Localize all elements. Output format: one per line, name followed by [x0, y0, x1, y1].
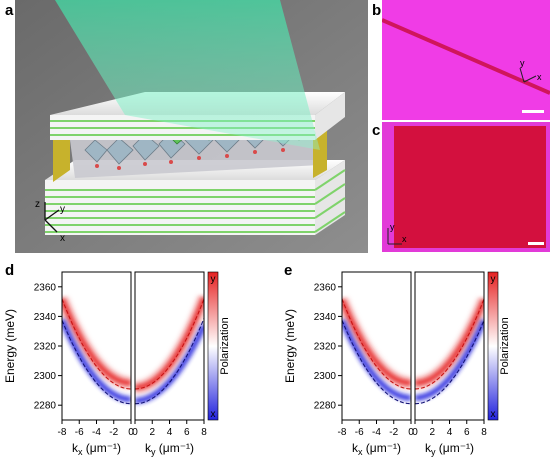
- e-colorbar-bottom-label: x: [491, 409, 496, 420]
- e-subplot-1-fit-dashed-red: [415, 298, 484, 390]
- d-subplot-1-xtick-label: 8: [201, 427, 207, 438]
- axis-label-c-x: x: [402, 234, 407, 244]
- e-subplot-0-xtick-label: -6: [355, 427, 364, 438]
- d-subplot-0-xlabel: kx (μm⁻¹): [72, 441, 121, 457]
- e-colorbar: [487, 271, 499, 421]
- d-ytick-label: 2360: [34, 282, 57, 293]
- crystal-wire: [382, 18, 550, 95]
- e-subplot-1-data: [415, 296, 484, 405]
- e-ytick-label: 2300: [314, 371, 337, 382]
- e-ytick-label: 2320: [314, 342, 337, 353]
- d-subplot-1-data: [135, 294, 204, 405]
- axis-label-c-y: y: [390, 222, 395, 232]
- d-subplot-1-y-polarized-band: [135, 296, 204, 391]
- d-subplot-0-xtick-label: -4: [92, 427, 101, 438]
- d-subplot-0-y-polarized-band: [62, 297, 131, 386]
- d-subplot-1-fit-dashed-blue: [135, 318, 204, 405]
- e-subplot-0-y-polarized-band: [342, 298, 411, 386]
- axis-label-y: y: [60, 204, 65, 215]
- e-subplot-0-x-polarized-band: [342, 318, 411, 401]
- laser-beam: [55, 0, 320, 150]
- axis-label-z: z: [35, 199, 40, 210]
- e-colorbar-top-label: y: [491, 274, 496, 285]
- axis-label-b-y: y: [520, 58, 525, 68]
- d-ytick-label: 2320: [34, 342, 57, 353]
- d-subplot-1-xlabel: ky (μm⁻¹): [145, 441, 194, 457]
- e-ytick-label: 2280: [314, 401, 337, 412]
- d-colorbar: [207, 271, 219, 421]
- axes-triad-b: [519, 67, 537, 83]
- panel-b-micrograph: y x: [382, 0, 550, 120]
- e-subplot-0-xtick-label: -8: [338, 427, 347, 438]
- e-subplot-1-fit-dashed-blue: [415, 320, 484, 405]
- crystal-square: [394, 126, 546, 248]
- e-ytick-label: 2360: [314, 282, 337, 293]
- d-subplot-0-xtick-label: -2: [109, 427, 118, 438]
- e-subplot-0-xtick-label: 0: [408, 427, 414, 438]
- e-subplot-1-xtick-label: 8: [481, 427, 487, 438]
- e-subplot-0-xlabel: kx (μm⁻¹): [352, 441, 401, 457]
- d-ytick-label: 2300: [34, 371, 57, 382]
- d-subplot-1-xtick-label: 4: [167, 427, 173, 438]
- d-ytick-label: 2340: [34, 312, 57, 323]
- d-subplot-0-data: [62, 295, 131, 405]
- d-subplot-0-fit-dashed-blue: [62, 320, 131, 405]
- d-subplot-1-xtick-label: 6: [184, 427, 190, 438]
- axis-label-b-x: x: [537, 72, 542, 82]
- panel-letter-b: b: [372, 2, 382, 19]
- panel-e-chart: 2360 2340 2320 2300 2280 Energy (meV) -8 -6 -4 -2…: [283, 271, 511, 457]
- axis-label-x: x: [60, 233, 65, 244]
- e-subplot-1-xtick-label: 6: [464, 427, 470, 438]
- panel-a-illustration: z y x: [15, 0, 368, 253]
- d-colorbar-label: Polarization: [219, 317, 231, 374]
- scale-bar-b: [522, 110, 544, 113]
- e-colorbar-label: Polarization: [499, 317, 511, 374]
- axes-triad-a: [44, 202, 60, 233]
- d-ytick-label: 2280: [34, 401, 57, 412]
- d-subplot-1-fit-dashed-red: [135, 298, 204, 390]
- panel-letter-d: d: [5, 262, 15, 279]
- e-subplot-0-fit-dashed-blue: [342, 320, 411, 405]
- e-subplot-1-x-polarized-band: [415, 318, 484, 401]
- e-subplot-0-data: [342, 296, 411, 405]
- panel-letter-e: e: [284, 262, 293, 279]
- e-subplot-1-xtick-label: 0: [412, 427, 418, 438]
- d-subplot-0-xtick-label: 0: [128, 427, 134, 438]
- d-colorbar-top-label: y: [211, 274, 216, 285]
- d-colorbar-bottom-label: x: [211, 409, 216, 420]
- d-subplot-0-x-polarized-band: [62, 318, 131, 403]
- d-subplot-1-xtick-label: 0: [132, 427, 138, 438]
- e-subplot-0-xtick-label: -2: [389, 427, 398, 438]
- e-ytick-label: 2340: [314, 312, 337, 323]
- d-subplot-0-xtick-label: -8: [58, 427, 67, 438]
- e-subplot-0-xtick-label: -4: [372, 427, 381, 438]
- e-ylabel: Energy (meV): [283, 309, 297, 383]
- panel-letter-c: c: [372, 122, 381, 139]
- e-subplot-1-xlabel: ky (μm⁻¹): [425, 441, 474, 457]
- panel-c-micrograph: y x: [382, 122, 550, 252]
- scale-bar-c: [528, 242, 544, 245]
- e-subplot-1-xtick-label: 4: [447, 427, 453, 438]
- panel-letter-a: a: [5, 2, 14, 19]
- d-subplot-0-xtick-label: -6: [75, 427, 84, 438]
- axes-triad-c: [387, 228, 402, 245]
- e-subplot-1-xtick-label: 2: [429, 427, 435, 438]
- d-subplot-1-xtick-label: 2: [149, 427, 155, 438]
- e-subplot-1-y-polarized-band: [415, 298, 484, 386]
- panel-d-chart: 2360 2340 2320 2300 2280 Energy (meV) -8 -6 -4 -2…: [3, 271, 231, 457]
- panel-b-background: [382, 0, 550, 120]
- d-ylabel: Energy (meV): [3, 309, 17, 383]
